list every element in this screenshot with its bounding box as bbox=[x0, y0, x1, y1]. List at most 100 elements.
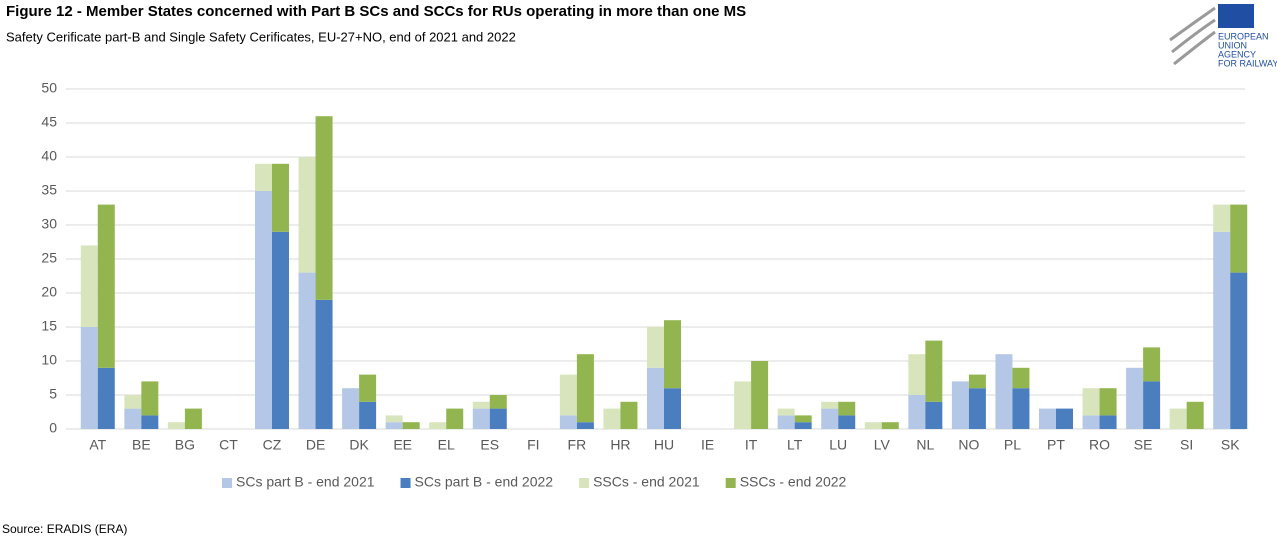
bar bbox=[751, 361, 769, 429]
bar bbox=[167, 422, 185, 429]
bar bbox=[647, 327, 664, 368]
x-tick-label: PT bbox=[1047, 437, 1065, 453]
bar bbox=[1082, 388, 1100, 416]
bar bbox=[472, 408, 490, 429]
bar bbox=[97, 367, 115, 429]
bar bbox=[1012, 367, 1030, 389]
bar bbox=[1126, 367, 1144, 429]
bar bbox=[446, 408, 464, 429]
bar bbox=[359, 401, 377, 429]
x-tick-label: LV bbox=[874, 437, 891, 453]
x-tick-label: NL bbox=[916, 437, 934, 453]
bar bbox=[908, 354, 926, 395]
bar bbox=[298, 272, 316, 429]
y-tick-label: 5 bbox=[49, 386, 57, 402]
legend-label: SCs part B - end 2022 bbox=[415, 474, 554, 490]
bar bbox=[576, 422, 594, 429]
logo-text: AGENCY bbox=[1218, 49, 1256, 59]
bar bbox=[184, 408, 202, 429]
bar bbox=[908, 395, 926, 429]
y-tick-label: 0 bbox=[49, 420, 57, 436]
bar bbox=[881, 422, 899, 429]
x-tick-label: CZ bbox=[263, 437, 282, 453]
bar bbox=[794, 422, 812, 429]
bar bbox=[777, 415, 795, 429]
bar bbox=[1099, 415, 1117, 429]
x-tick-label: EE bbox=[393, 437, 412, 453]
eu-flag bbox=[1218, 4, 1254, 28]
bar bbox=[141, 381, 159, 416]
bar bbox=[385, 415, 403, 423]
x-tick-label: IT bbox=[745, 437, 758, 453]
x-tick-label: NO bbox=[958, 437, 979, 453]
bar bbox=[821, 401, 839, 409]
bar bbox=[995, 354, 1013, 429]
bar bbox=[315, 116, 333, 300]
bar bbox=[255, 191, 272, 429]
bar bbox=[925, 340, 943, 402]
x-tick-label: EL bbox=[438, 437, 455, 453]
x-tick-label: SK bbox=[1221, 437, 1240, 453]
legend-label: SCs part B - end 2021 bbox=[236, 474, 375, 490]
bar bbox=[1230, 272, 1248, 429]
bar bbox=[272, 231, 289, 429]
x-tick-label: LU bbox=[829, 437, 847, 453]
bar bbox=[794, 415, 812, 423]
x-tick-label: FR bbox=[568, 437, 587, 453]
bar bbox=[1213, 231, 1231, 429]
y-tick-label: 30 bbox=[41, 216, 57, 232]
legend-swatch bbox=[222, 478, 232, 488]
bar bbox=[1143, 381, 1161, 429]
bar bbox=[664, 320, 681, 389]
chart-title: Figure 12 - Member States concerned with… bbox=[6, 3, 746, 20]
x-tick-label: IE bbox=[701, 437, 714, 453]
bar bbox=[576, 354, 594, 423]
bar bbox=[1186, 401, 1204, 429]
bar bbox=[472, 401, 490, 409]
bar bbox=[359, 374, 377, 402]
bar bbox=[1169, 408, 1187, 429]
bar bbox=[342, 388, 360, 429]
x-tick-label: FI bbox=[527, 437, 539, 453]
bar bbox=[489, 395, 507, 409]
bar bbox=[647, 367, 664, 429]
bar bbox=[1213, 204, 1231, 232]
bar bbox=[838, 415, 856, 429]
logo-swoosh bbox=[1169, 6, 1216, 42]
bar bbox=[777, 408, 795, 416]
x-tick-label: BG bbox=[175, 437, 195, 453]
x-tick-label: PL bbox=[1004, 437, 1021, 453]
x-tick-label: AT bbox=[89, 437, 106, 453]
bar bbox=[1099, 388, 1117, 416]
y-tick-label: 40 bbox=[41, 148, 57, 164]
bar bbox=[1012, 388, 1030, 429]
y-tick-label: 15 bbox=[41, 318, 57, 334]
source: Source: ERADIS (ERA) bbox=[2, 522, 127, 536]
legend-swatch bbox=[725, 478, 736, 488]
bar bbox=[402, 422, 420, 429]
logo-text: EUROPEAN bbox=[1218, 31, 1269, 41]
bar bbox=[489, 408, 507, 429]
bar bbox=[968, 388, 986, 429]
y-tick-label: 25 bbox=[41, 250, 57, 266]
bar bbox=[429, 422, 447, 429]
legend-label: SSCs - end 2022 bbox=[740, 474, 847, 490]
x-tick-label: HR bbox=[610, 437, 630, 453]
logo-swoosh bbox=[1171, 18, 1216, 54]
bar bbox=[821, 408, 839, 429]
bar bbox=[838, 401, 856, 416]
bar bbox=[1230, 204, 1248, 273]
legend-swatch bbox=[400, 478, 411, 488]
x-tick-label: BE bbox=[132, 437, 151, 453]
x-tick-label: SI bbox=[1180, 437, 1193, 453]
bar bbox=[1082, 415, 1100, 429]
bar bbox=[925, 401, 943, 429]
x-tick-label: ES bbox=[480, 437, 499, 453]
bar bbox=[315, 299, 333, 429]
bar bbox=[80, 245, 98, 327]
bar bbox=[559, 374, 577, 416]
bar bbox=[559, 415, 577, 429]
bar bbox=[951, 381, 969, 429]
x-tick-label: CT bbox=[219, 437, 238, 453]
